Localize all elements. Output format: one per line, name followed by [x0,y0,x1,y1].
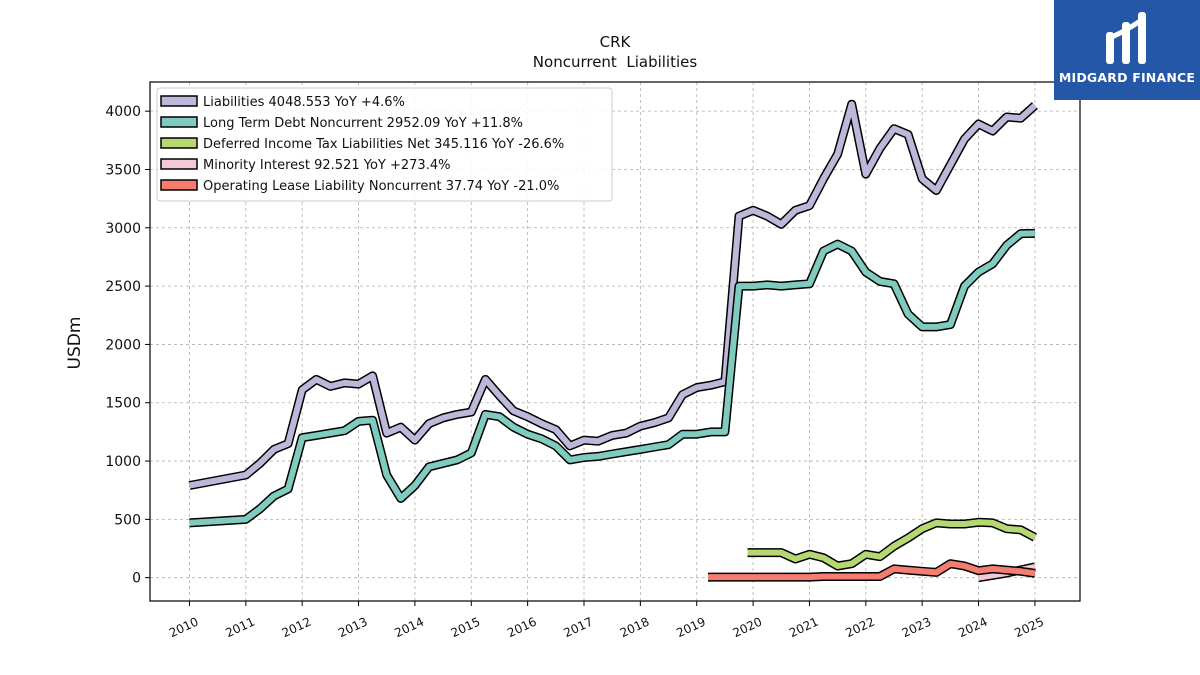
legend-swatch-0 [160,95,198,107]
x-tick-label: 2010 [167,615,201,641]
midgard-finance-logo: MIDGARD FINANCE [1054,0,1200,100]
x-tick-label: 2016 [505,615,539,641]
logo-mark-icon [1106,12,1146,64]
series-line-0 [188,101,1037,489]
legend-label-2: Deferred Income Tax Liabilities Net 345.… [203,137,564,152]
x-tick-label: 2022 [843,615,877,641]
legend-label-3: Minority Interest 92.521 YoY +273.4% [203,158,450,173]
x-tick-label: 2023 [900,615,934,641]
logo-text: MIDGARD FINANCE [1058,70,1196,85]
x-tick-label: 2017 [562,615,596,641]
y-axis-label: USDm [65,317,85,370]
y-tick-label: 0 [132,571,141,587]
x-tick-label: 2024 [956,615,990,641]
x-tick-label: 2013 [336,615,370,641]
x-tick-label: 2025 [1012,615,1046,641]
y-tick-label: 2500 [105,279,141,295]
x-tick-label: 2021 [787,615,821,641]
series-line-1 [189,230,1035,526]
y-tick-label: 4000 [105,104,141,120]
plot-frame [149,81,1081,602]
chart-subtitle: Noncurrent Liabilities [533,53,698,71]
legend-swatch-2 [160,137,198,149]
y-tick-label: 1000 [105,454,141,470]
y-tick-label: 3000 [105,221,141,237]
legend-label-0: Liabilities 4048.553 YoY +4.6% [203,95,405,110]
legend-swatch-1 [160,116,198,128]
x-tick-label: 2020 [731,615,765,641]
x-tick-label: 2012 [280,615,314,641]
legend: Liabilities 4048.553 YoY +4.6% Long Term … [156,87,613,202]
x-tick-label: 2015 [449,615,483,641]
chart-title: CRK [600,33,632,51]
legend-label-4: Operating Lease Liability Noncurrent 37.… [203,179,559,194]
y-tick-label: 3500 [105,162,141,178]
x-tick-label: 2018 [618,615,652,641]
x-tick-label: 2011 [223,615,257,641]
series-lines [188,99,1038,583]
legend-swatch-4 [160,179,198,191]
legend-box [156,87,613,202]
x-tick-label: 2019 [674,615,708,641]
y-tick-label: 1500 [105,396,141,412]
y-tick-label: 500 [114,512,141,528]
series-line-2 [747,519,1037,569]
y-tick-label: 2000 [105,337,141,353]
series-line-4 [708,560,1036,581]
legend-swatch-3 [160,158,198,170]
legend-label-1: Long Term Debt Noncurrent 2952.09 YoY +1… [203,116,523,131]
x-tick-label: 2014 [392,615,426,641]
